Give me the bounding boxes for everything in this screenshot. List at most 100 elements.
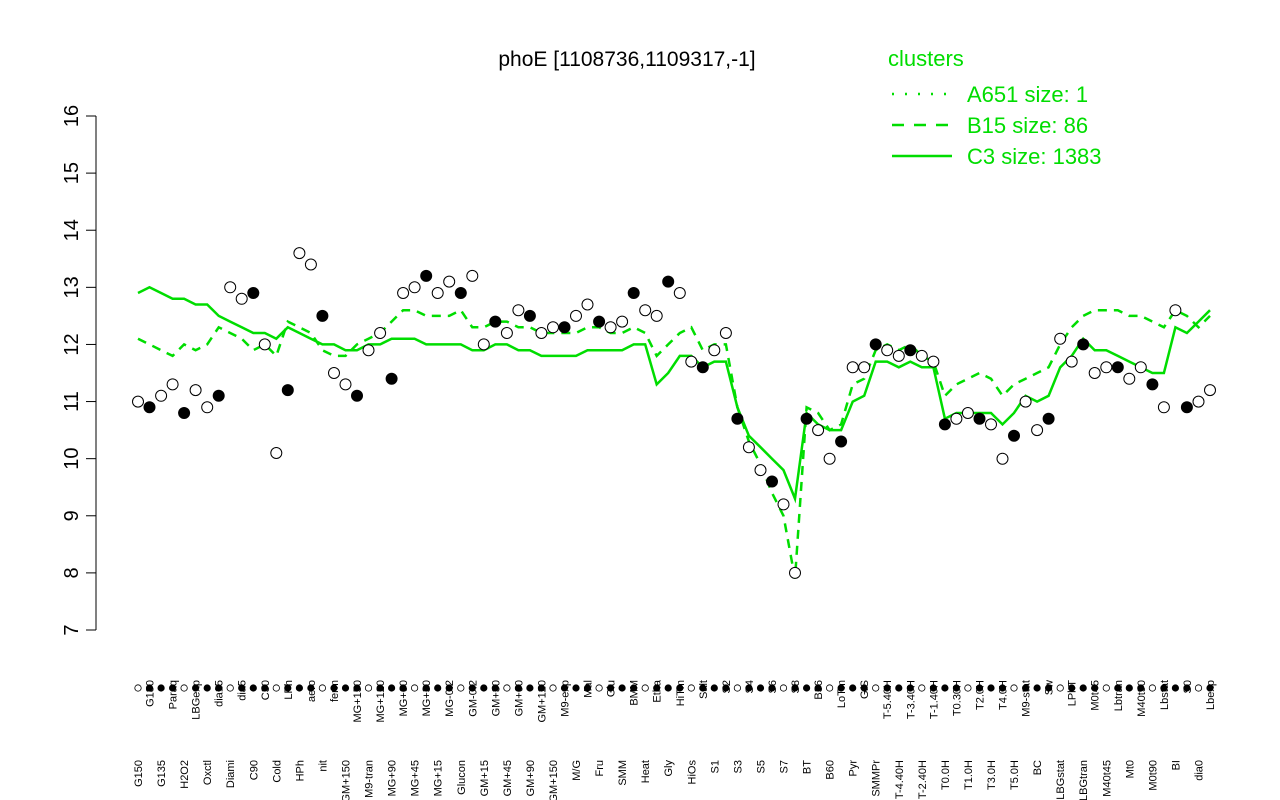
rug-marker: [687, 684, 695, 692]
data-point: [500, 327, 513, 339]
data-point: [927, 355, 940, 368]
data-point: [339, 378, 352, 391]
data-point: [235, 292, 248, 305]
data-point: [454, 287, 467, 299]
x-tick-label: LPh: [283, 680, 295, 700]
data-point: [316, 309, 329, 322]
x-tick-label: GM+15: [479, 760, 491, 796]
x-tick-label: S8: [790, 680, 802, 693]
data-point: [155, 389, 168, 402]
data-point: [224, 281, 237, 294]
rug-marker: [457, 684, 465, 692]
data-point: [477, 338, 490, 351]
data-point: [593, 315, 606, 328]
rug-marker: [849, 684, 857, 692]
data-point: [616, 315, 629, 328]
x-tick-label: SMM: [617, 760, 629, 786]
data-point: [823, 452, 836, 465]
x-tick-label: HiTm: [675, 680, 687, 706]
legend-label: C3 size: 1383: [967, 144, 1102, 169]
x-tick-label: T2.0H: [975, 680, 987, 710]
rug-marker: [353, 684, 361, 692]
data-point: [431, 287, 444, 299]
x-tick-label: G/S: [859, 680, 871, 699]
data-point: [800, 412, 813, 425]
x-tick-label: Glucon: [456, 760, 468, 795]
data-point: [904, 344, 917, 357]
x-tick-label: Pyr: [848, 760, 860, 777]
rug-marker: [215, 684, 223, 692]
x-tick-label: HiOs: [686, 760, 698, 785]
x-tick-label: G150: [133, 760, 145, 787]
rug-marker: [226, 684, 234, 692]
y-tick-label: 9: [61, 510, 83, 521]
x-tick-label: GM+150: [341, 760, 353, 800]
rug-marker: [180, 684, 188, 692]
x-tick-label: Fru: [594, 760, 606, 777]
x-tick-label: B60: [825, 760, 837, 780]
x-tick-label: C30: [260, 680, 272, 700]
x-tick-label: H2O2: [179, 760, 191, 789]
rug-marker: [964, 684, 972, 692]
rug-marker: [664, 684, 672, 692]
x-tick-label: LBGtran: [1078, 760, 1090, 800]
x-tick-label: GM+30: [490, 680, 502, 716]
y-tick-label: 8: [61, 567, 83, 578]
rug-marker: [860, 684, 868, 692]
x-tick-label: Lbstat: [1159, 680, 1171, 710]
x-tick-label: Mal: [583, 680, 595, 698]
x-tick-label: M/G: [571, 760, 583, 781]
data-point: [362, 344, 375, 357]
data-point: [535, 327, 548, 339]
x-tick-label: GM-0.2: [467, 680, 479, 717]
data-point: [1031, 424, 1044, 437]
rug-marker: [526, 684, 534, 692]
data-point: [627, 287, 640, 299]
data-point: [558, 321, 571, 334]
x-tick-label: T1.0H: [963, 760, 975, 790]
rug-marker: [952, 684, 961, 692]
data-point: [858, 361, 871, 374]
rug-marker: [387, 684, 396, 692]
x-tick-label: M9-exp: [560, 680, 572, 717]
rug-marker: [814, 684, 822, 692]
data-point: [1157, 401, 1170, 414]
rug-marker: [145, 684, 154, 692]
x-tick-label: S3: [732, 760, 744, 773]
rug-marker: [572, 684, 580, 692]
x-tick-label: GM+45: [502, 760, 514, 796]
data-point: [328, 367, 340, 379]
x-tick-label: Sw: [1044, 680, 1056, 695]
data-point: [1054, 332, 1067, 345]
data-point: [731, 412, 744, 425]
rug-marker: [445, 684, 453, 692]
x-tick-label: T5.0H: [1009, 760, 1021, 790]
rug-marker: [537, 684, 546, 692]
rug-marker: [1125, 684, 1133, 692]
axes: 7 8 9 10 11 12 13 14 15 16: [61, 105, 97, 636]
data-point: [489, 315, 502, 328]
x-tick-label: M0t45: [1090, 680, 1102, 711]
series-lines: [137, 285, 1211, 579]
rug-marker: [1068, 684, 1076, 692]
rug-marker: [791, 684, 799, 692]
x-tick-label: nit: [317, 760, 329, 772]
rug-marker: [272, 684, 280, 692]
x-tick-label: dia0: [1194, 760, 1206, 781]
rug-marker: [422, 684, 430, 692]
data-point: [708, 344, 721, 357]
data-point: [1204, 384, 1216, 397]
x-tick-label: BI: [1170, 760, 1182, 770]
rug-marker: [341, 684, 350, 692]
rug-marker: [249, 684, 257, 692]
x-tick-label: M9-stat: [1021, 680, 1033, 717]
x-tick-label: GM+120: [536, 680, 548, 723]
x-tick-label: M40t90: [1136, 680, 1148, 717]
series-line-solid: [137, 285, 1211, 504]
x-tick-label: BT: [802, 760, 814, 774]
y-tick-label: 7: [61, 624, 83, 635]
rug-marker: [1056, 684, 1064, 692]
data-point: [1077, 338, 1090, 351]
rug-marker: [653, 684, 661, 692]
rug-marker: [733, 684, 742, 692]
